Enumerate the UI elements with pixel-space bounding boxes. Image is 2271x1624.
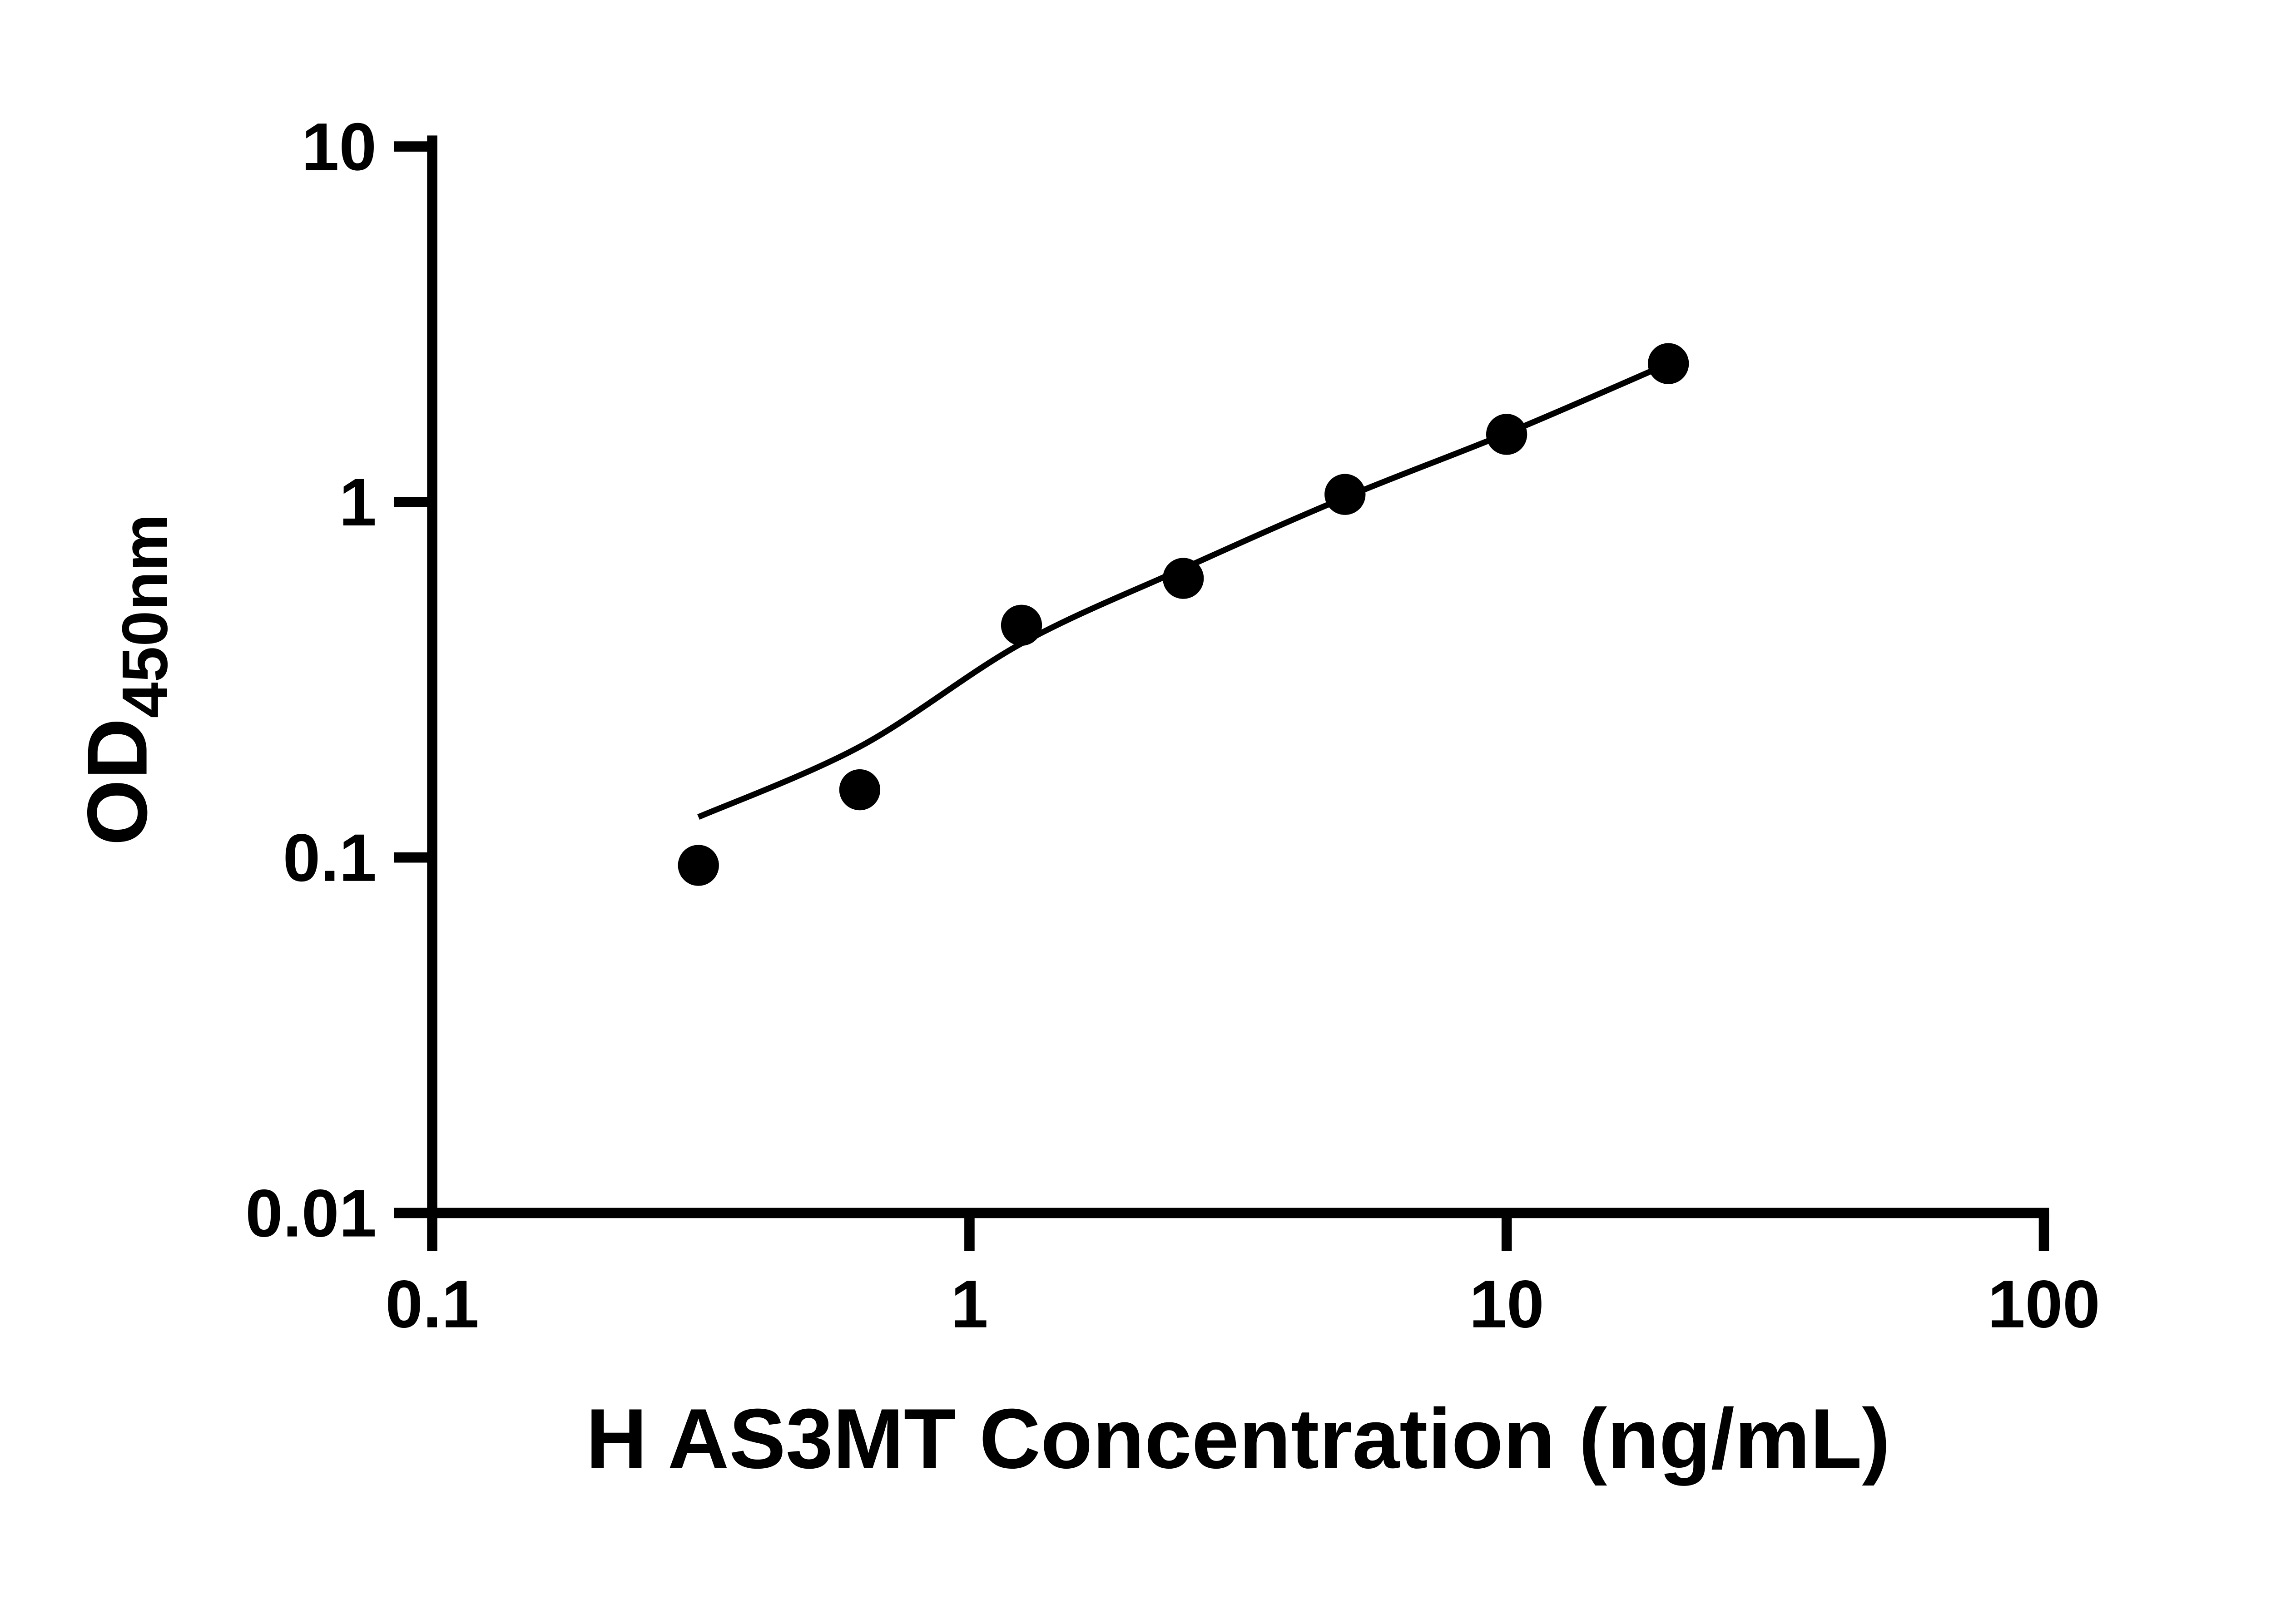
- data-point: [1163, 558, 1204, 599]
- data-point: [1324, 474, 1366, 515]
- data-point: [1648, 343, 1689, 384]
- standard-curve-figure: 0.1 1 10 100 0.01 0.1 1 10 H AS3MT Concentration…: [69, 109, 2100, 1486]
- y-tick-label: 1: [339, 465, 377, 540]
- data-point: [678, 845, 719, 886]
- y-tick-label: 10: [302, 109, 377, 184]
- y-tick-label: 0.01: [245, 1176, 377, 1251]
- x-tick-label: 0.1: [385, 1267, 479, 1342]
- data-point: [1001, 604, 1042, 646]
- x-axis-title: H AS3MT Concentration (ng/mL): [586, 1391, 1890, 1486]
- x-tick-label: 10: [1469, 1267, 1544, 1342]
- data-point: [839, 769, 881, 811]
- x-tick-label: 100: [1988, 1267, 2100, 1342]
- y-axis-title-main: OD: [70, 718, 165, 846]
- y-tick-label: 0.1: [283, 821, 377, 896]
- data-point: [1486, 414, 1527, 455]
- y-axis-title-subscript: 450nm: [109, 514, 181, 718]
- y-axis-title: OD450nm: [70, 514, 181, 846]
- x-tick-label: 1: [951, 1267, 988, 1342]
